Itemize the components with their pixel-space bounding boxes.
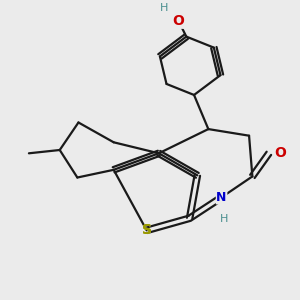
Text: H: H bbox=[220, 214, 228, 224]
Text: S: S bbox=[142, 224, 152, 237]
Text: S: S bbox=[142, 224, 152, 237]
Text: H: H bbox=[160, 3, 169, 13]
Text: N: N bbox=[216, 191, 227, 204]
Text: O: O bbox=[173, 14, 184, 28]
Text: S: S bbox=[142, 224, 152, 237]
Text: O: O bbox=[274, 146, 286, 160]
